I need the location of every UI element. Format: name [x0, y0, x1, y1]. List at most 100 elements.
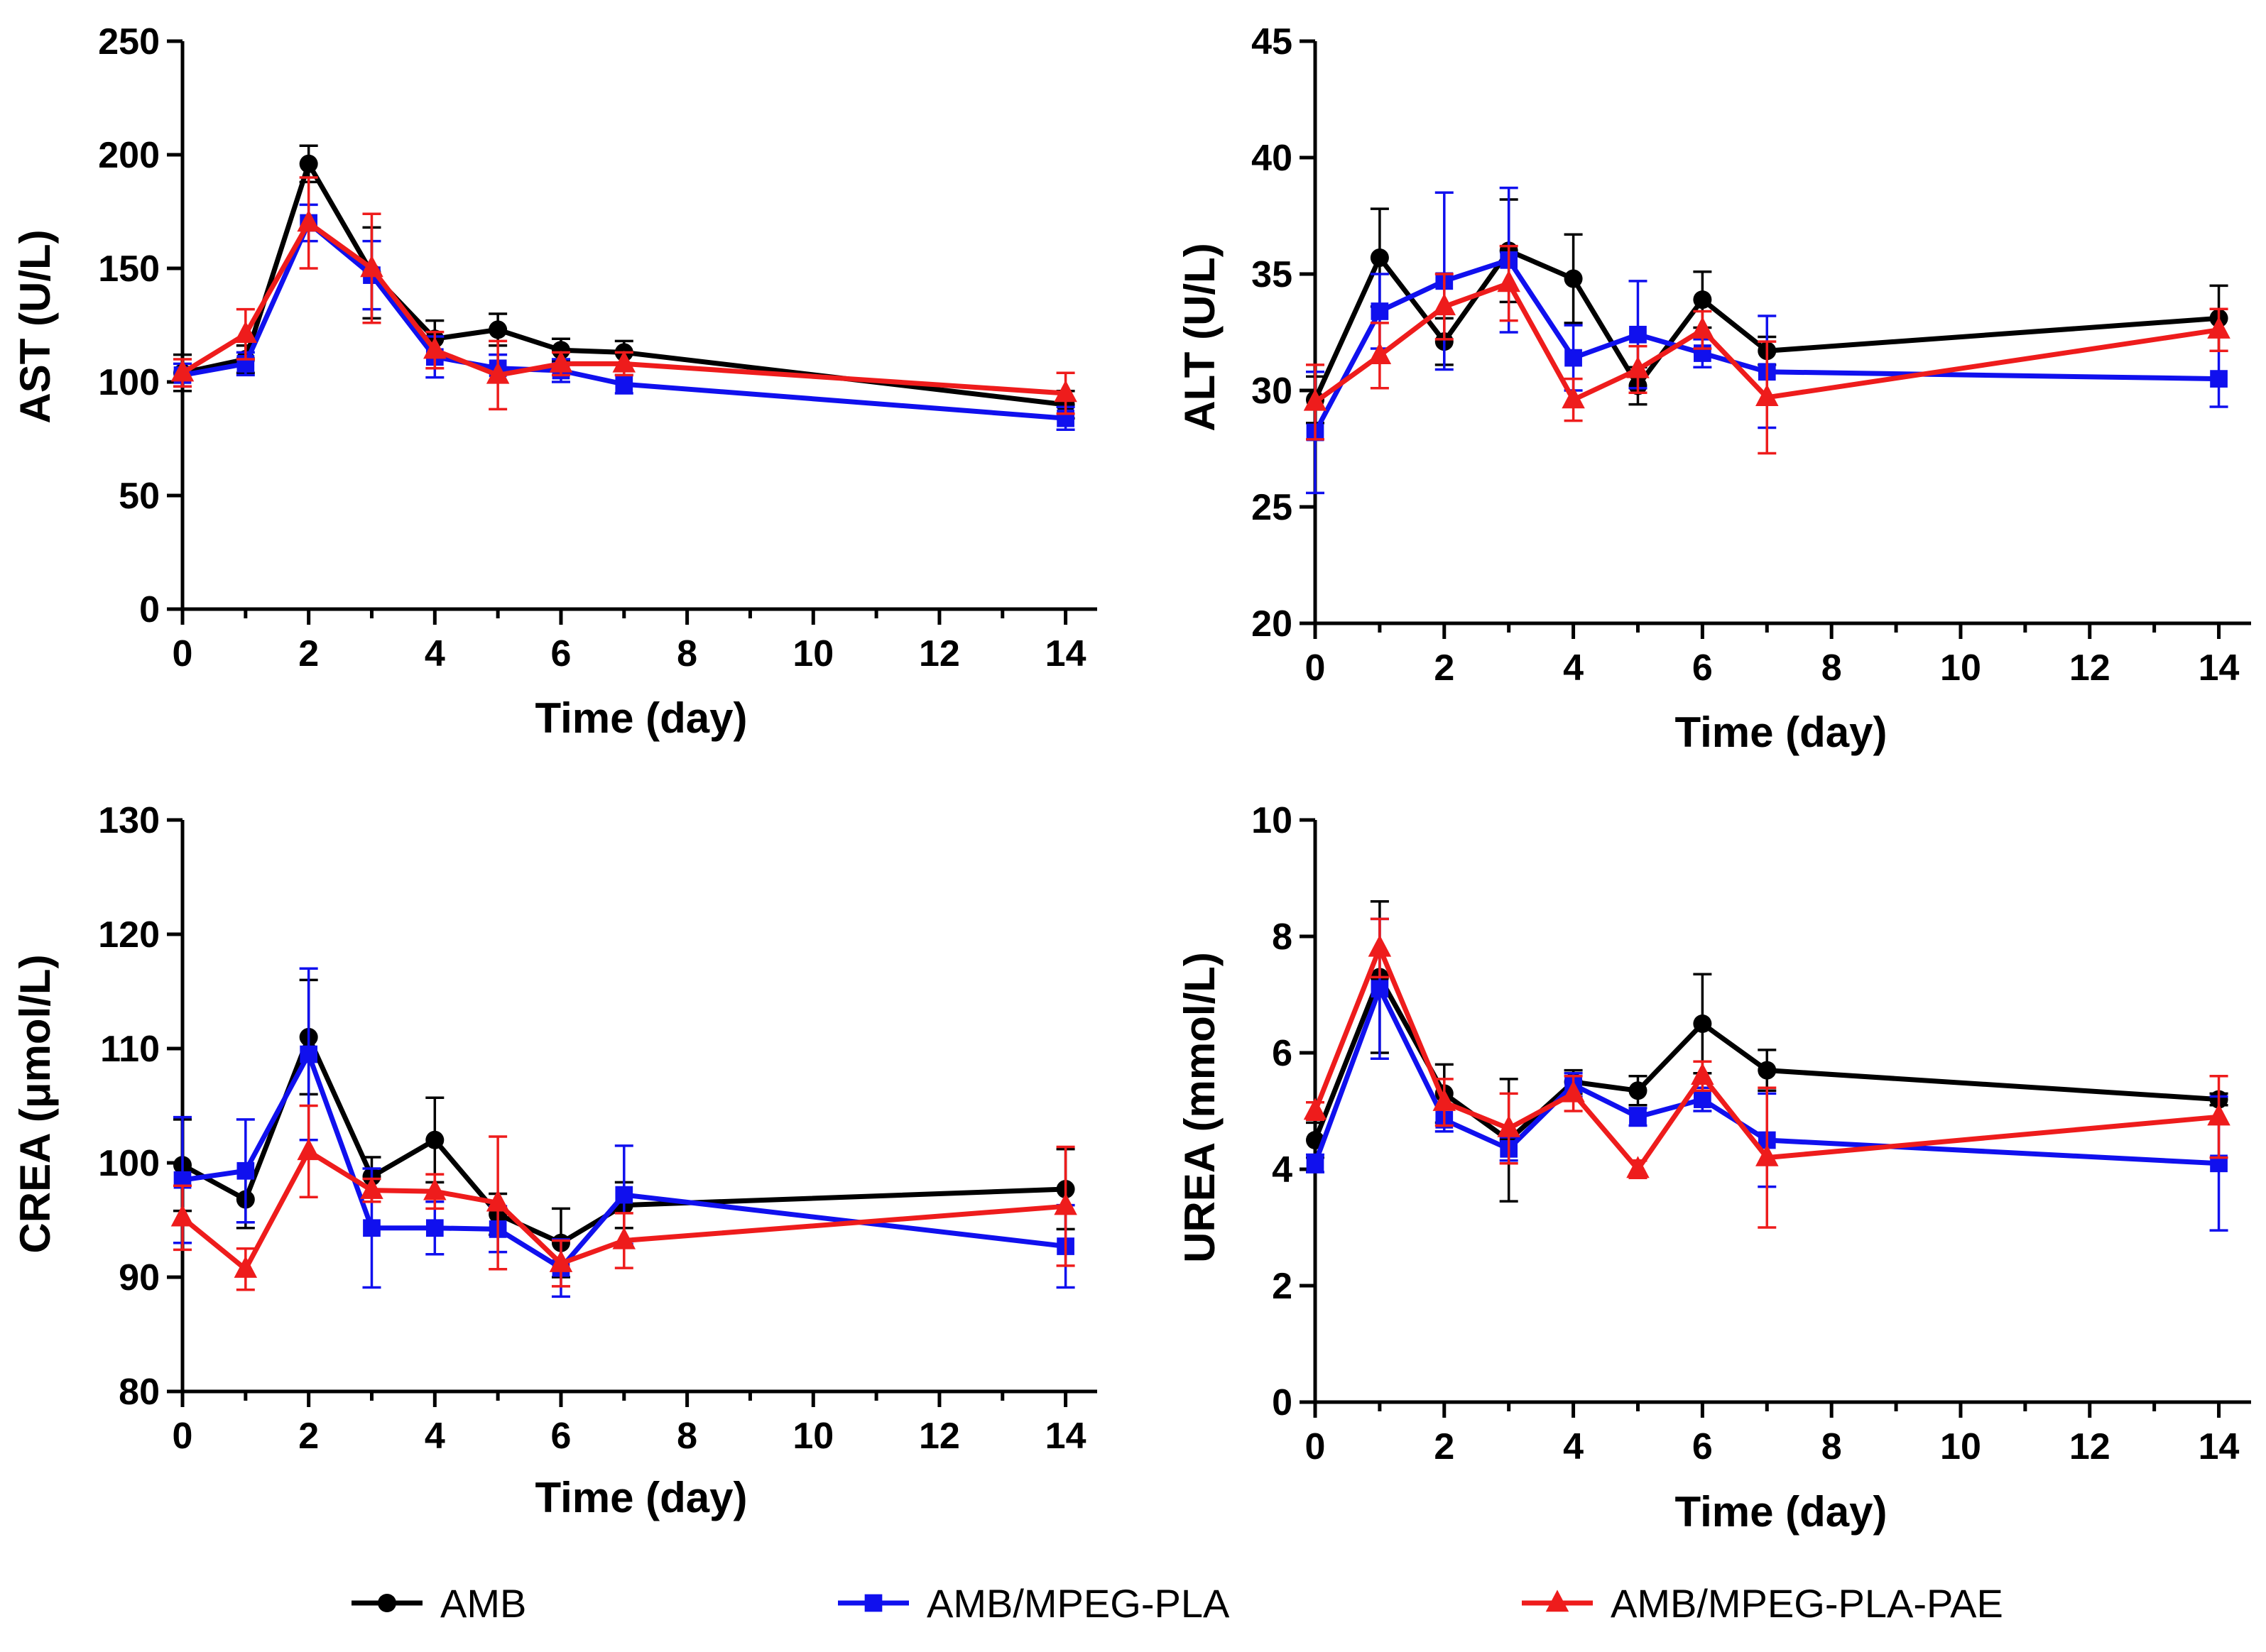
urea-x-tick-label: 12	[2069, 1426, 2110, 1467]
ast-data-point	[1054, 380, 1077, 403]
crea-x-tick-label: 2	[298, 1416, 319, 1457]
urea-x-tick-label: 10	[1940, 1426, 1981, 1467]
crea-y-tick-label: 110	[100, 1029, 160, 1070]
alt-data-point	[1564, 269, 1583, 288]
crea-y-tick-label: 100	[98, 1143, 160, 1184]
legend-swatch-marker	[864, 1594, 883, 1612]
ast-data-point	[297, 209, 320, 232]
legend-label-amb-mpeg-pla: AMB/MPEG-PLA	[927, 1581, 1230, 1626]
ast-x-tick-label: 0	[173, 633, 193, 674]
urea-data-point	[1371, 980, 1389, 998]
urea-y-tick-label: 10	[1251, 800, 1292, 841]
urea-data-point	[1303, 1098, 1327, 1120]
crea-panel-x-title: Time (day)	[535, 1474, 748, 1521]
alt-panel-x-title: Time (day)	[1675, 709, 1888, 756]
legend: AMB AMB/MPEG-PLA AMB/MPEG-PLA-PAE	[352, 1581, 2003, 1626]
urea-data-point	[1432, 1089, 1456, 1111]
ast-data-point	[489, 320, 508, 339]
alt-x-tick-label: 4	[1563, 647, 1584, 689]
alt-data-point	[1368, 342, 1392, 364]
crea-x-tick-label: 10	[792, 1416, 834, 1457]
crea-x-tick-label: 8	[677, 1416, 697, 1457]
urea-data-point	[1306, 1154, 1324, 1173]
alt-data-point	[1370, 248, 1389, 268]
ast-x-tick-label: 12	[919, 633, 960, 674]
urea-panel-x-title: Time (day)	[1675, 1488, 1888, 1536]
crea-data-point	[170, 1204, 195, 1227]
urea-data-point	[1691, 1063, 1714, 1085]
ast-data-point	[486, 361, 510, 384]
urea-panel: UREA (mmol/L) Time (day) 0 2 4 6 8 10 0 2 4 6 8 10 1…	[1176, 800, 2251, 1536]
urea-data-point	[1368, 934, 1392, 957]
alt-panel: ALT (U/L) Time (day) 20 25 30 35 40 45 0 2 4 6 8 10…	[1176, 21, 2251, 756]
ast-y-tick-label: 50	[119, 476, 160, 517]
ast-y-tick-label: 250	[98, 21, 160, 62]
ast-x-tick-label: 10	[792, 633, 834, 674]
alt-data-point	[1626, 356, 1650, 378]
urea-x-tick-label: 8	[1821, 1426, 1842, 1467]
crea-y-tick-label: 90	[119, 1257, 160, 1298]
urea-y-tick-label: 6	[1272, 1033, 1292, 1074]
urea-y-tick-label: 4	[1272, 1149, 1292, 1191]
urea-panel-y-title: UREA (mmol/L)	[1176, 952, 1224, 1263]
crea-data-point	[236, 1161, 255, 1180]
urea-data-point	[1497, 1115, 1520, 1137]
ast-data-point	[549, 350, 573, 373]
alt-data-point	[1564, 349, 1582, 367]
alt-x-tick-label: 0	[1305, 647, 1326, 689]
urea-x-tick-label: 2	[1434, 1426, 1454, 1467]
crea-data-point	[612, 1227, 636, 1249]
ast-panel-y-title: AST (U/L)	[11, 229, 59, 423]
alt-data-point	[1629, 325, 1647, 344]
urea-y-tick-label: 0	[1272, 1382, 1292, 1423]
urea-data-point	[1758, 1061, 1777, 1080]
ast-y-tick-label: 150	[98, 248, 160, 290]
ast-data-point	[234, 321, 258, 343]
alt-x-tick-label: 2	[1434, 647, 1454, 689]
urea-y-tick-label: 8	[1272, 917, 1292, 958]
crea-data-point	[423, 1178, 447, 1200]
alt-x-tick-label: 14	[2199, 647, 2240, 689]
crea-data-point	[363, 1219, 381, 1237]
crea-data-point	[1054, 1193, 1077, 1215]
alt-data-point	[1693, 290, 1712, 310]
ast-y-tick-label: 100	[98, 362, 160, 403]
crea-x-tick-label: 0	[173, 1416, 193, 1457]
alt-y-tick-label: 35	[1251, 254, 1292, 295]
alt-series-amb-mpeg-pla-pae	[1303, 244, 2230, 455]
alt-data-point	[1432, 293, 1456, 316]
urea-x-tick-label: 0	[1305, 1426, 1326, 1467]
crea-series-amb-mpeg-pla-pae	[170, 1104, 1077, 1291]
ast-y-tick-label: 200	[98, 135, 160, 176]
crea-x-tick-label: 14	[1045, 1416, 1086, 1457]
legend-swatch-marker	[378, 1594, 396, 1612]
ast-data-point	[551, 341, 570, 360]
urea-y-tick-label: 2	[1272, 1266, 1292, 1307]
alt-data-point	[1755, 384, 1779, 407]
alt-y-tick-label: 20	[1251, 603, 1292, 645]
crea-y-tick-label: 130	[98, 800, 160, 841]
urea-data-point	[1626, 1156, 1650, 1178]
legend-swatch-marker	[1545, 1590, 1569, 1612]
ast-data-point	[299, 154, 318, 173]
ast-data-point	[170, 359, 195, 382]
crea-data-point	[425, 1130, 445, 1149]
alt-y-tick-label: 40	[1251, 138, 1292, 179]
crea-panel: CREA (μmol/L) Time (day) 809010011012013…	[11, 800, 1097, 1521]
urea-data-point	[1693, 1014, 1712, 1033]
crea-y-tick-label: 120	[98, 914, 160, 956]
urea-x-tick-label: 14	[2199, 1426, 2240, 1467]
crea-data-point	[234, 1256, 258, 1278]
ast-data-point	[615, 375, 633, 393]
ast-panel-x-title: Time (day)	[535, 694, 748, 742]
crea-panel-y-title: CREA (μmol/L)	[11, 954, 59, 1253]
crea-data-point	[615, 1186, 633, 1204]
alt-y-tick-label: 45	[1251, 21, 1292, 62]
alt-x-tick-label: 10	[1940, 647, 1981, 689]
alt-x-tick-label: 12	[2069, 647, 2110, 689]
ast-data-point	[360, 255, 383, 278]
alt-x-tick-label: 6	[1692, 647, 1713, 689]
urea-data-point	[1694, 1090, 1711, 1108]
ast-data-point	[423, 337, 447, 359]
